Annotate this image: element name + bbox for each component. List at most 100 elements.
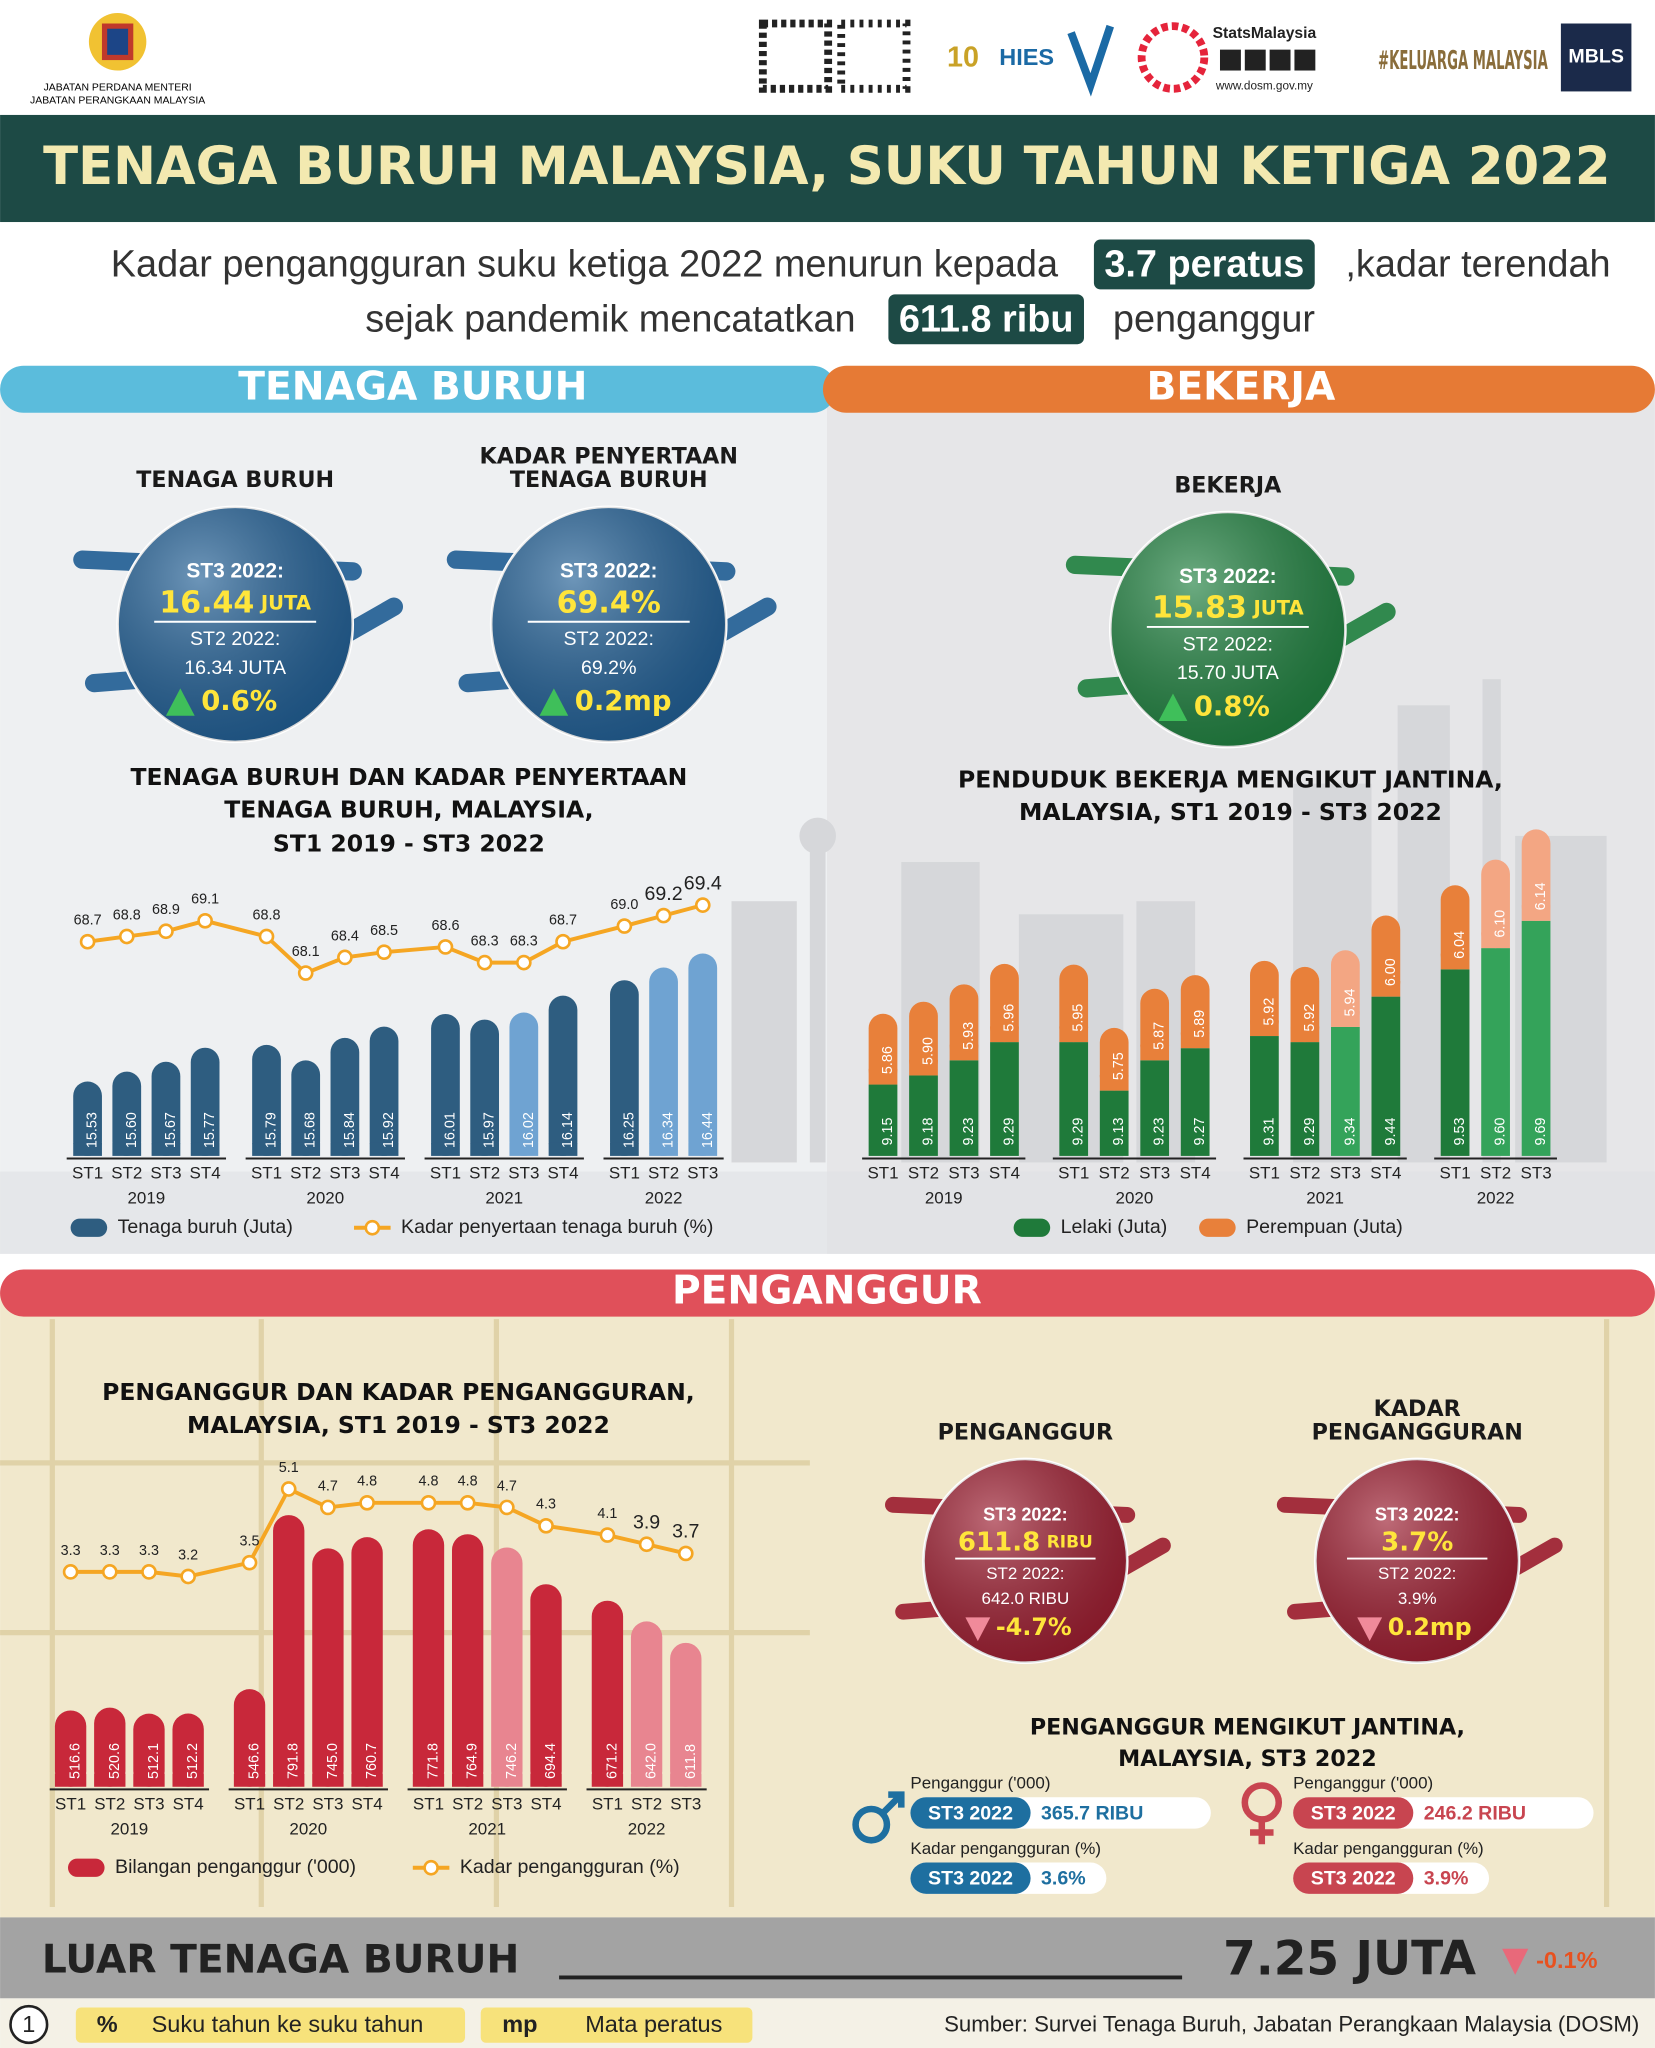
bar [431,1013,460,1156]
bar [610,980,639,1156]
bar-label: 6.14 [1533,882,1549,910]
kpi-previous-label: ST2 2022: [1378,1564,1456,1583]
line-point [280,1481,297,1497]
line-point [79,933,96,950]
line-point [538,1517,554,1534]
x-tick-label: ST1 [1249,1164,1280,1183]
bar-label: 764.9 [465,1743,481,1779]
bar-foot [291,1142,321,1156]
bar-segment [949,984,979,1061]
point-label: 68.3 [471,934,499,950]
kpi-arrow [165,688,195,716]
bar-label: 5.92 [1302,1004,1318,1032]
x-tick-label: ST2 [290,1164,321,1183]
crest [88,13,147,71]
line-point [599,1527,616,1543]
website: www.dosm.gov.my [1215,79,1313,92]
bar-label: 9.15 [880,1118,896,1146]
bar-label: 15.53 [85,1112,101,1148]
bar-segment [1521,920,1551,1156]
kpi-arrow [1158,693,1188,721]
bar-label: 9.60 [1493,1118,1509,1146]
x-tick-label: ST2 [908,1164,939,1183]
line-point [241,1554,258,1571]
x-tick-label: ST1 [234,1795,265,1814]
bar-segment [1180,975,1210,1049]
chart: PENDUDUK BEKERJA MENGIKUT JANTINA, MALAYS… [862,766,1557,1238]
chart-title: PENGANGGUR DAN KADAR PENGANGGURAN, [102,1378,695,1406]
section-bar [822,365,1655,413]
chart: TENAGA BURUH DAN KADAR PENYERTAAN TENAGA … [66,763,724,1238]
ministry: JABATAN PERANGKAAN MALAYSIA [30,95,205,106]
x-tick-label: ST1 [592,1795,623,1814]
x-tick-label: ST3 [1139,1164,1170,1183]
line-point [62,1564,79,1580]
kpi-previous-value: 16.34 JUTA [184,657,287,679]
bar [351,1537,383,1787]
bar [670,1642,702,1787]
x-tick-label: ST3 [312,1795,343,1814]
point-label: 4.1 [597,1506,617,1522]
kpi-shine [1110,512,1346,748]
bar [451,1534,484,1787]
bar-segment [1371,996,1401,1156]
bar-segment [1481,859,1510,949]
point-label: 68.9 [152,902,180,918]
x-tick-label: ST3 [948,1164,979,1183]
x-tick-label: ST2 [631,1795,662,1814]
chart: PENGANGGUR DAN KADAR PENGANGGURAN, MALAYS… [49,1378,707,1878]
bar-label: 760.7 [364,1743,380,1779]
point-label: 3.9 [633,1512,660,1534]
footer-symbol: % [97,2011,118,2037]
kpi-heading: TENAGA BURUH [136,467,334,493]
bar-label: 16.02 [521,1112,537,1148]
x-tick-label: ST3 [687,1164,718,1183]
x-tick-label: ST1 [1440,1164,1471,1183]
line-point [101,1564,118,1580]
x-group-label: 2021 [1306,1189,1344,1208]
point-label: 3.2 [178,1547,198,1563]
x-tick-label: ST2 [1289,1164,1320,1183]
legend-label: Bilangan penganggur ('000) [115,1856,356,1878]
line-point [141,1564,157,1580]
kpi-current-value: 611.8 [958,1527,1040,1557]
bar-label: 16.25 [621,1112,637,1148]
x-tick-label: ST4 [369,1164,400,1183]
line-point [499,1499,515,1516]
bar-foot [190,1142,220,1156]
x-group-label: 2020 [1116,1189,1154,1208]
bar-foot [688,1142,718,1156]
x-tick-label: ST3 [508,1164,539,1183]
x-group-label: 2021 [468,1819,506,1838]
gender-title: MALAYSIA, ST3 2022 [1118,1746,1377,1772]
x-tick-label: ST3 [1521,1164,1552,1183]
bar-label: 16.34 [661,1112,677,1148]
bar-label: 16.01 [442,1112,458,1148]
bar-label: 611.8 [683,1744,699,1779]
x-group-label: 2021 [485,1189,523,1208]
x-tick-label: ST2 [1099,1164,1130,1183]
section-title: TENAGA BURUH [238,365,587,410]
gender-tag: ST3 2022 [928,1802,1013,1824]
kpi-previous-label: ST2 2022: [564,628,654,650]
bar-label: 9.13 [1111,1118,1127,1146]
bar-label: 671.2 [604,1743,620,1779]
line-point [515,954,532,971]
kpi-heading: TENAGA BURUH [510,467,708,493]
x-tick-label: ST4 [173,1795,204,1814]
kpi-current: 69.4% [557,585,661,620]
bar-foot [610,1142,639,1156]
bar-foot [451,1773,484,1787]
social-icons [1219,49,1316,71]
campaign: #KELUARGA MALAYSIA [1378,46,1548,76]
point-label: 3.3 [139,1543,159,1559]
bar-foot [151,1142,181,1156]
chart-title: PENDUDUK BEKERJA MENGIKUT JANTINA, [958,766,1503,794]
x-tick-label: ST1 [413,1795,444,1814]
kpi-heading: PENGANGGURAN [1312,1419,1523,1445]
line-point [180,1568,196,1585]
x-tick-label: ST4 [190,1164,221,1183]
bar-label: 6.00 [1383,958,1399,986]
section-title: PENGANGGUR [672,1269,982,1314]
bar-foot [351,1773,383,1787]
